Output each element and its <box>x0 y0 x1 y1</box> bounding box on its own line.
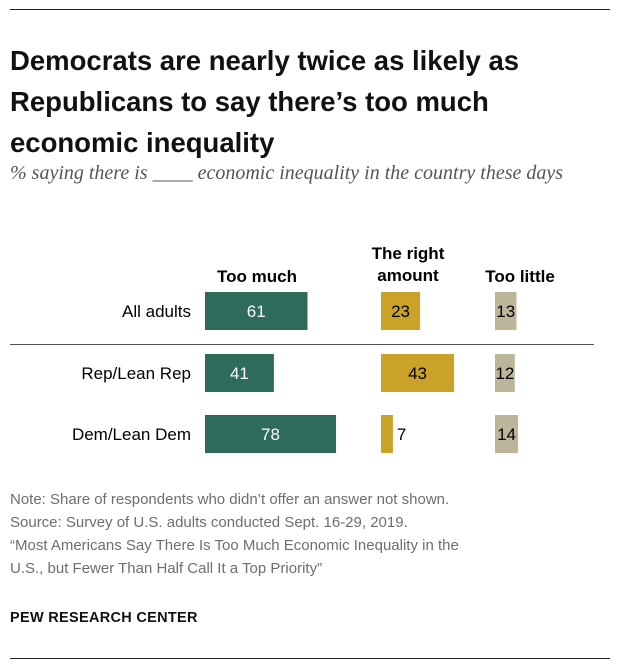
data-label: 13 <box>496 302 515 321</box>
category-label: Rep/Lean Rep <box>81 364 191 383</box>
data-label: 23 <box>391 302 410 321</box>
chart-notes: Note: Share of respondents who didn’t of… <box>10 488 620 580</box>
top-rule <box>10 9 610 10</box>
column-header-right-amount: The right amount <box>371 244 445 285</box>
data-label: 61 <box>247 302 266 321</box>
data-label: 78 <box>261 425 280 444</box>
bar <box>495 354 515 392</box>
bar <box>381 354 455 392</box>
data-label: 7 <box>397 425 406 444</box>
bar <box>495 415 519 453</box>
group-divider <box>10 344 594 345</box>
category-label: All adults <box>122 302 191 321</box>
bar <box>381 415 393 453</box>
bar <box>205 354 274 392</box>
category-label: Dem/Lean Dem <box>72 425 191 444</box>
chart-title: Democrats are nearly twice as likely as … <box>10 45 520 158</box>
data-label: 41 <box>230 364 249 383</box>
bottom-rule <box>10 658 610 659</box>
column-header-too-little: Too little <box>485 267 555 286</box>
chart-subtitle: % saying there is ____ economic inequali… <box>10 162 564 184</box>
bar <box>381 292 421 330</box>
bar <box>205 292 308 330</box>
column-header-too-much: Too much <box>217 267 297 286</box>
source-organization: PEW RESEARCH CENTER <box>10 610 198 626</box>
source-line: Source: Survey of U.S. adults conducted … <box>10 514 408 531</box>
note-line: Note: Share of respondents who didn’t of… <box>10 491 450 508</box>
bar <box>205 415 337 453</box>
data-label: 12 <box>495 364 514 383</box>
report-title-line: U.S., but Fewer Than Half Call It a Top … <box>10 560 323 577</box>
data-label: 43 <box>408 364 427 383</box>
bar <box>495 292 517 330</box>
data-label: 14 <box>497 425 516 444</box>
report-title-line: “Most Americans Say There Is Too Much Ec… <box>10 537 459 554</box>
